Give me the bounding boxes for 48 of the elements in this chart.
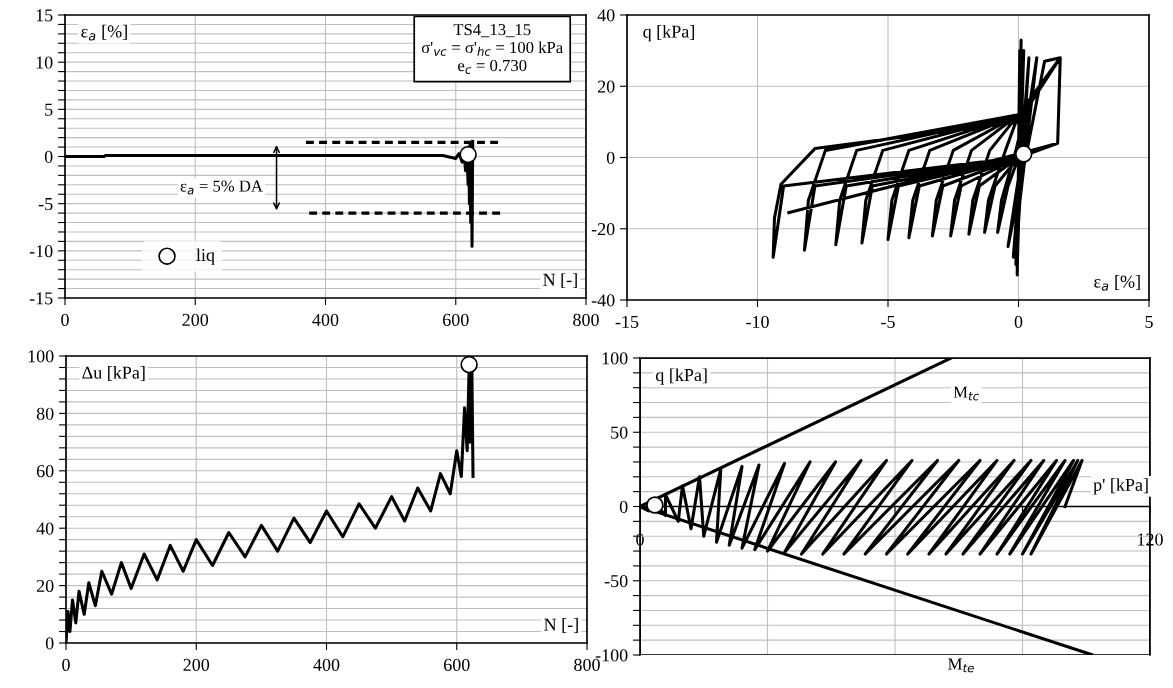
x-tick-label: 200 [183,658,210,671]
y-tick-label: -20 [591,223,615,236]
x-tick-label: 200 [182,313,209,326]
x-tick-label: 0 [61,313,69,326]
y-tick-label: 0 [606,151,615,164]
legend-label: liq [196,248,215,265]
y-tick-label: 40 [36,522,54,535]
x-axis-title: N [-] [544,618,578,633]
y-axis-title: q [kPa] [643,24,694,42]
y-tick-label: 0 [44,150,53,163]
y-tick-label: 15 [36,9,53,22]
x-tick-label: 600 [443,658,470,671]
y-axis-title: Δu [kPa] [82,366,145,381]
y-tick-label: 50 [611,426,628,439]
y-tick-label: 40 [597,9,615,22]
y-tick-label: -40 [591,294,615,307]
x-tick-label: -5 [881,315,895,328]
x-tick-label: 600 [442,313,469,326]
y-axis-title: ε$_{a}$ [%] [81,24,127,41]
y-tick-label: 100 [602,352,628,365]
text: M$_{te}$ [948,658,974,673]
y-tick-label: 0 [45,637,54,650]
y-tick-label: 5 [45,103,53,116]
x-tick-label: -10 [746,315,769,328]
x-axis-title: p' [kPa] [1093,478,1148,495]
y-tick-label: 20 [597,80,615,93]
y-tick-label: 80 [36,407,54,420]
x-tick-label: 0 [1014,315,1023,328]
y-tick-label: 0 [619,500,628,513]
y-tick-label: -15 [29,292,53,305]
y-tick-label: 10 [36,56,53,69]
y-tick-label: 100 [28,350,54,363]
y-tick-label: -50 [604,575,628,588]
y-tick-label: 20 [36,579,54,593]
y-tick-label: -5 [38,198,53,211]
x-tick-label: 400 [312,313,339,326]
y-axis-title: q [kPa] [655,368,707,385]
x-tick-label: 5 [1145,315,1153,328]
x-axis-title: N [-] [543,273,577,289]
x-tick-label: 800 [573,313,599,326]
text: TS4_13_15 σ'$_{vc}$ = σ'$_{hc}$ = 100 kPa e$_{c}$ = 0.730 [421,24,563,74]
x-axis-title: ε$_{a}$ [%] [1094,274,1140,291]
x-tick-label: 0 [62,658,70,671]
annotation: ε$_{a}$ = 5% DA [180,180,263,195]
y-tick-label: -10 [29,245,53,258]
y-tick-label: 60 [36,465,54,478]
x-tick-label: 400 [313,658,340,671]
annotation: M$_{tc}$ [953,386,979,401]
